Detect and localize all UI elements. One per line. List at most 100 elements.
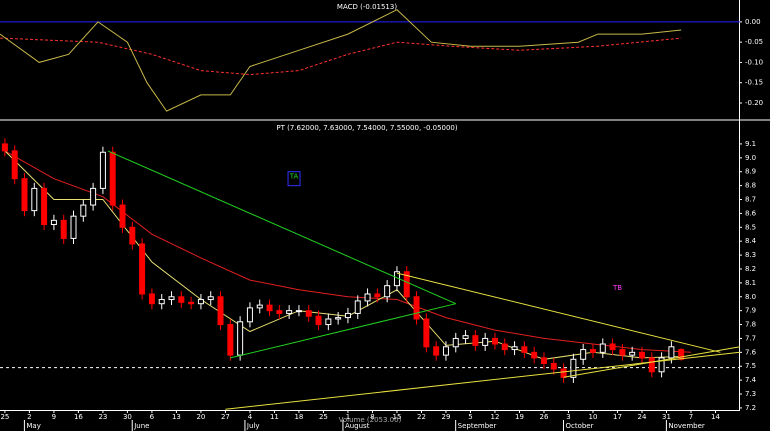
- y-tick-label: 8.0: [745, 293, 756, 301]
- x-tick-label: 10: [589, 413, 598, 421]
- trendline: [396, 272, 721, 353]
- x-tick-label: 11: [270, 413, 279, 421]
- x-tick-label: 6: [150, 413, 155, 421]
- candle-body: [413, 296, 420, 320]
- y-tick-label: 7.9: [745, 307, 756, 315]
- macd-line: [0, 9, 682, 112]
- y-tick-label: 8.3: [745, 251, 756, 259]
- candle-body: [668, 346, 675, 359]
- y-tick-label: 8.9: [745, 168, 756, 176]
- candle-body: [550, 362, 557, 370]
- candle-body: [491, 337, 498, 345]
- x-tick-label: 25: [319, 413, 328, 421]
- candle-body: [638, 351, 645, 359]
- candle-body: [168, 296, 175, 301]
- candle-body: [482, 337, 489, 346]
- candle-body: [452, 337, 459, 348]
- candle-body: [354, 300, 361, 314]
- y-tick-label: -0.10: [745, 58, 763, 66]
- x-tick-label: 20: [196, 413, 205, 421]
- x-tick-label: 16: [74, 413, 83, 421]
- candle-body: [178, 296, 185, 303]
- y-tick-label: 7.8: [745, 321, 756, 329]
- candle-body: [188, 301, 195, 305]
- month-label: July: [246, 422, 260, 430]
- candle-body: [70, 215, 77, 239]
- candle-body: [1, 143, 8, 152]
- candle-body: [403, 271, 410, 298]
- y-tick-label: 8.5: [745, 223, 756, 231]
- candle-body: [50, 219, 57, 226]
- y-tick-label: 7.3: [745, 390, 756, 398]
- candle-body: [580, 349, 587, 360]
- x-tick-label: 31: [662, 413, 671, 421]
- macd-line: [0, 37, 682, 76]
- x-tick-label: 14: [711, 413, 720, 421]
- candle-body: [217, 296, 224, 326]
- annotation: TB: [612, 284, 622, 292]
- x-tick-label: 4: [248, 413, 253, 421]
- candle-body: [433, 346, 440, 356]
- candle-body: [599, 343, 606, 353]
- candle-body: [619, 349, 626, 356]
- candle-body: [246, 307, 253, 323]
- x-tick-label: 24: [638, 413, 647, 421]
- candle-body: [423, 318, 430, 348]
- candle-body: [139, 243, 146, 295]
- x-tick-label: 5: [468, 413, 472, 421]
- y-tick-label: 7.5: [745, 362, 756, 370]
- x-tick-label: 17: [613, 413, 622, 421]
- candle-body: [521, 346, 528, 353]
- x-tick-label: 8: [370, 413, 374, 421]
- x-tick-label: 15: [392, 413, 401, 421]
- candle-body: [286, 310, 293, 314]
- candle-body: [442, 346, 449, 356]
- x-tick-label: 7: [689, 413, 693, 421]
- candle-body: [109, 151, 116, 206]
- candle-body: [158, 299, 165, 305]
- candle-body: [21, 178, 28, 212]
- candle-body: [305, 310, 312, 317]
- candle-body: [60, 219, 67, 239]
- candle-body: [629, 351, 636, 356]
- x-tick-label: 3: [566, 413, 570, 421]
- candle-body: [207, 296, 214, 301]
- candle-body: [364, 293, 371, 302]
- month-label: May: [26, 422, 40, 430]
- candle-body: [256, 304, 263, 309]
- y-tick-label: 9.1: [745, 140, 756, 148]
- candle-body: [129, 226, 136, 245]
- moving-average: [4, 150, 692, 353]
- y-tick-label: 7.2: [745, 404, 756, 412]
- month-label: June: [133, 422, 149, 430]
- x-tick-label: 30: [123, 413, 132, 421]
- candle-body: [90, 187, 97, 206]
- y-tick-label: 7.7: [745, 334, 756, 342]
- candle-body: [148, 293, 155, 305]
- annotation: TA: [289, 173, 299, 181]
- candle-body: [119, 204, 126, 228]
- x-tick-label: 23: [98, 413, 107, 421]
- y-tick-label: 0.00: [745, 18, 761, 26]
- y-tick-label: -0.15: [745, 79, 763, 87]
- y-tick-label: -0.05: [745, 38, 763, 46]
- x-tick-label: 22: [417, 413, 426, 421]
- x-tick-label: 12: [491, 413, 500, 421]
- y-tick-label: 8.2: [745, 265, 756, 273]
- price-title: PT (7.62000, 7.63000, 7.54000, 7.55000, …: [276, 124, 458, 132]
- trendline: [107, 150, 457, 305]
- candle-body: [295, 310, 302, 313]
- y-tick-label: 8.7: [745, 196, 756, 204]
- candle-body: [472, 335, 479, 346]
- candle-body: [31, 187, 38, 212]
- month-label: November: [668, 422, 705, 430]
- candle-body: [344, 312, 351, 319]
- y-tick-label: 7.6: [745, 348, 757, 356]
- candle-body: [570, 358, 577, 378]
- x-tick-label: 2: [27, 413, 31, 421]
- candle-body: [531, 351, 538, 359]
- candle-body: [501, 343, 508, 351]
- y-tick-label: 8.1: [745, 279, 756, 287]
- annotation-box: [287, 171, 301, 187]
